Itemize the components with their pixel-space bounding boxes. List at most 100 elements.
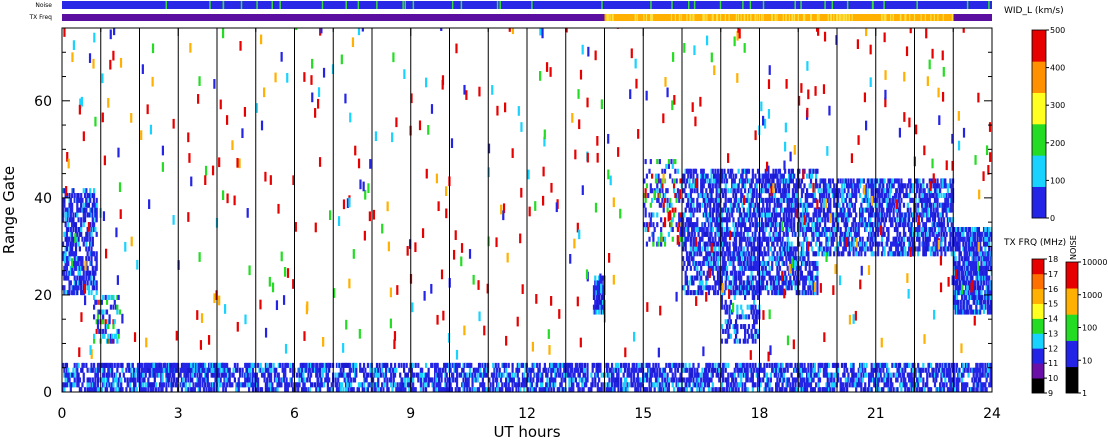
backscatter-cell (174, 362, 177, 368)
backscatter-cell (601, 304, 605, 310)
backscatter-cell (684, 270, 687, 276)
backscatter-cell (817, 231, 820, 237)
backscatter-cell (284, 372, 287, 378)
backscatter-cell (742, 212, 745, 218)
backscatter-cell (949, 377, 952, 383)
backscatter-cell (975, 382, 978, 388)
backscatter-cell (849, 183, 853, 189)
backscatter-cell (260, 367, 264, 373)
backscatter-cell (786, 251, 789, 257)
noise-strip-tick (831, 1, 834, 9)
backscatter-cell (679, 236, 682, 242)
backscatter-cell (780, 372, 783, 378)
backscatter-cell (715, 280, 718, 286)
backscatter-cell (445, 382, 448, 388)
backscatter-cell (262, 367, 265, 373)
backscatter-cell (840, 207, 844, 213)
backscatter-cell (444, 382, 447, 388)
backscatter-cell (346, 377, 349, 383)
backscatter-cell (689, 251, 692, 257)
backscatter-cell (785, 193, 788, 199)
backscatter-cell (93, 207, 96, 213)
backscatter-cell (751, 212, 754, 218)
backscatter-cell (648, 168, 651, 174)
backscatter-cell (77, 193, 80, 199)
backscatter-cell (64, 231, 67, 237)
backscatter-cell (807, 222, 810, 228)
backscatter-cell (737, 183, 740, 189)
backscatter-cell (696, 377, 699, 383)
backscatter-cell (698, 202, 701, 208)
backscatter-cell (210, 372, 213, 378)
backscatter-cell (461, 367, 464, 373)
backscatter-cell (724, 270, 727, 276)
backscatter-cell (71, 382, 74, 388)
backscatter-cell (888, 387, 891, 392)
backscatter-cell (390, 362, 393, 368)
backscatter-cell (707, 362, 711, 368)
backscatter-cell (86, 270, 89, 276)
backscatter-cell (800, 387, 804, 392)
backscatter-cell (661, 188, 664, 194)
backscatter-cell (753, 256, 756, 262)
backscatter-cell (165, 367, 168, 373)
backscatter-cell (846, 222, 849, 228)
backscatter-cell (697, 193, 700, 199)
backscatter-cell (105, 362, 109, 368)
backscatter-cell (417, 362, 420, 368)
backscatter-cell (740, 367, 743, 373)
backscatter-cell (966, 362, 969, 368)
backscatter-cell (541, 387, 544, 392)
backscatter-cell (319, 367, 322, 373)
backscatter-cell (973, 377, 977, 383)
noise-strip-tick (762, 1, 765, 9)
backscatter-cell (466, 387, 469, 392)
backscatter-cell (806, 173, 809, 179)
backscatter-cell (857, 231, 860, 237)
backscatter-cell (507, 362, 510, 368)
backscatter-cell (552, 382, 556, 388)
backscatter-cell (877, 387, 880, 392)
backscatter-cell (785, 178, 788, 184)
backscatter-cell (406, 372, 410, 378)
backscatter-cell (765, 362, 769, 368)
backscatter-cell (197, 362, 200, 368)
backscatter-cell (610, 377, 614, 383)
backscatter-cell (69, 212, 72, 218)
backscatter-cell (459, 372, 463, 378)
backscatter-cell (782, 212, 785, 218)
backscatter-cell (786, 202, 789, 208)
backscatter-cell (594, 285, 597, 291)
backscatter-cell (762, 231, 765, 237)
backscatter-cell (827, 226, 831, 233)
backscatter-cell (563, 367, 566, 373)
backscatter-cell (803, 280, 806, 286)
backscatter-cell (985, 372, 988, 378)
backscatter-cell (711, 367, 714, 373)
backscatter-cell (710, 260, 713, 267)
backscatter-cell (441, 367, 444, 373)
backscatter-cell (800, 193, 804, 199)
backscatter-cell (120, 362, 123, 368)
backscatter-cell (904, 377, 907, 383)
backscatter-cell (81, 367, 84, 373)
backscatter-cell (353, 372, 357, 378)
backscatter-cell (945, 382, 948, 388)
backscatter-cell (732, 382, 735, 388)
backscatter-cell (372, 377, 375, 383)
backscatter-cell (834, 202, 837, 208)
backscatter-cell (197, 377, 200, 383)
backscatter-cell (379, 367, 382, 373)
backscatter-cell (858, 178, 862, 184)
backscatter-cell (90, 260, 93, 267)
backscatter-cell (583, 367, 587, 373)
backscatter-cell (80, 367, 83, 373)
backscatter-cell (802, 285, 805, 291)
backscatter-cell (620, 382, 623, 388)
backscatter-cell (740, 251, 743, 257)
backscatter-cell (851, 236, 854, 242)
backscatter-cell (684, 382, 687, 388)
backscatter-cell (860, 377, 863, 383)
backscatter-cell (725, 382, 729, 388)
backscatter-cell (818, 222, 822, 228)
